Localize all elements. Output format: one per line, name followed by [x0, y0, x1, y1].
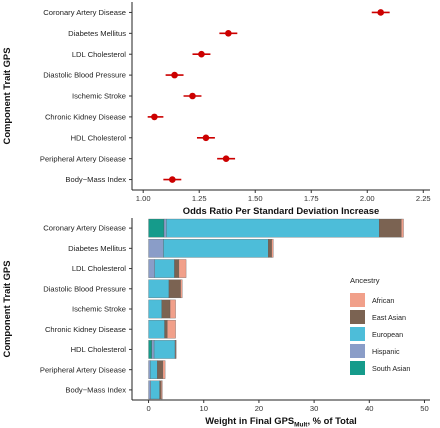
forest-x-tick-label: 1.25 — [192, 194, 207, 203]
bar-segment-european — [163, 239, 269, 258]
bar-segment-european — [166, 218, 380, 238]
legend-swatch — [350, 361, 365, 375]
bar-segment-east-asian — [174, 259, 180, 278]
forest-point — [222, 155, 230, 162]
bar-x-tick-label: 30 — [310, 404, 318, 413]
forest-point — [198, 50, 205, 58]
bar-segment-east-asian — [168, 279, 181, 299]
bar-segment-european — [148, 279, 170, 299]
forest-category-label: HDL Cholesterol — [71, 133, 127, 142]
bar-segment-hispanic — [148, 259, 155, 278]
legend-label: African — [372, 296, 394, 305]
legend-label: South Asian — [372, 364, 410, 373]
forest-point — [202, 134, 210, 142]
bar-category-label: Peripheral Artery Disease — [40, 365, 126, 374]
bar-segment-african — [162, 360, 166, 379]
bar-segment-african — [180, 279, 183, 299]
bar-category-label: HDL Cholesterol — [71, 345, 127, 354]
forest-x-tick-label: 1.00 — [136, 194, 151, 203]
bar-segment-african — [175, 340, 177, 359]
forest-point — [151, 113, 158, 121]
forest-category-label: Body−Mass Index — [65, 175, 126, 184]
forest-category-label: Diastolic Blood Pressure — [43, 71, 126, 80]
forest-x-tick-label: 2.00 — [360, 194, 375, 203]
forest-category-label: Chronic Kidney Disease — [45, 112, 126, 121]
legend-label: Hispanic — [372, 347, 400, 356]
bar-segment-east-asian — [157, 360, 164, 379]
bar-segment-south-asian — [148, 218, 165, 238]
bar-category-label: LDL Cholesterol — [72, 264, 126, 273]
bar-segment-hispanic — [148, 360, 151, 379]
forest-category-label: Peripheral Artery Disease — [40, 154, 126, 163]
bar-segment-european — [148, 319, 165, 339]
bar-segment-european — [150, 380, 160, 400]
bar-segment-east-asian — [159, 380, 162, 400]
forest-plot-panel: Coronary Artery Disease Diabetes Mellitus… — [1, 2, 431, 216]
bar-x-tick-label: 10 — [200, 404, 208, 413]
bar-segment-east-asian — [379, 218, 402, 238]
forest-x-axis-title: Odds Ratio Per Standard Deviation Increa… — [183, 205, 379, 216]
stacked-bar-panel: Coronary Artery Disease Diabetes Mellitus… — [1, 218, 430, 428]
forest-x-tick-label: 2.25 — [416, 194, 431, 203]
forest-x-tick-label: 1.50 — [248, 194, 263, 203]
bar-segment-african — [401, 218, 404, 238]
legend-swatch — [350, 344, 365, 358]
bar-segment-east-asian — [268, 239, 272, 258]
bar-x-tick-label: 0 — [146, 404, 150, 413]
legend-swatch — [350, 327, 365, 341]
bar-segment-european — [150, 360, 158, 379]
bar-segment-african — [161, 380, 163, 400]
bar-segment-european — [153, 340, 176, 359]
bar-x-axis-title: Weight in Final GPSMult, % of Total — [205, 415, 357, 428]
forest-y-axis-title: Component Trait GPS — [1, 48, 12, 145]
bar-segment-european — [148, 299, 162, 319]
bar-category-label: Chronic Kidney Disease — [45, 325, 126, 334]
bar-segment-east-asian — [161, 299, 171, 319]
forest-category-label: Coronary Artery Disease — [43, 8, 126, 17]
bar-segment-hispanic — [148, 239, 164, 258]
bar-category-label: Body−Mass Index — [65, 385, 126, 394]
bar-x-tick-label: 50 — [420, 404, 428, 413]
forest-point — [225, 30, 232, 37]
bar-segment-hispanic — [163, 218, 167, 238]
legend-swatch — [350, 293, 365, 307]
bar-segment-african — [167, 319, 176, 339]
bar-segment-hispanic — [148, 380, 151, 400]
bar-category-label: Diastolic Blood Pressure — [43, 284, 126, 293]
bar-category-label: Coronary Artery Disease — [43, 224, 126, 233]
forest-x-tick-label: 1.75 — [304, 194, 319, 203]
legend-title: Ancestry — [350, 276, 380, 285]
legend: Ancestry African East Asian European Hispani… — [350, 276, 410, 375]
legend-label: European — [372, 330, 403, 339]
forest-point — [171, 71, 178, 79]
bar-segment-south-asian — [148, 340, 153, 359]
forest-category-label: LDL Cholesterol — [72, 50, 126, 59]
bar-y-axis-title: Component Trait GPS — [1, 261, 12, 358]
bar-segment-european — [154, 259, 175, 278]
forest-category-label: Diabetes Mellitus — [68, 29, 126, 38]
bar-segment-african — [178, 259, 187, 278]
bar-segment-hispanic — [151, 340, 155, 359]
forest-point — [377, 9, 385, 16]
forest-point — [189, 92, 196, 100]
legend-swatch — [350, 310, 365, 324]
legend-label: East Asian — [372, 313, 406, 322]
forest-point — [169, 176, 176, 183]
bar-category-label: Diabetes Mellitus — [68, 244, 126, 253]
bar-segment-east-asian — [164, 319, 168, 339]
bar-x-tick-label: 20 — [255, 404, 263, 413]
bar-segment-african — [271, 239, 274, 258]
bar-category-label: Ischemic Stroke — [72, 305, 126, 314]
bar-x-tick-label: 40 — [365, 404, 373, 413]
forest-category-label: Ischemic Stroke — [72, 92, 126, 101]
bar-segment-african — [169, 299, 176, 319]
